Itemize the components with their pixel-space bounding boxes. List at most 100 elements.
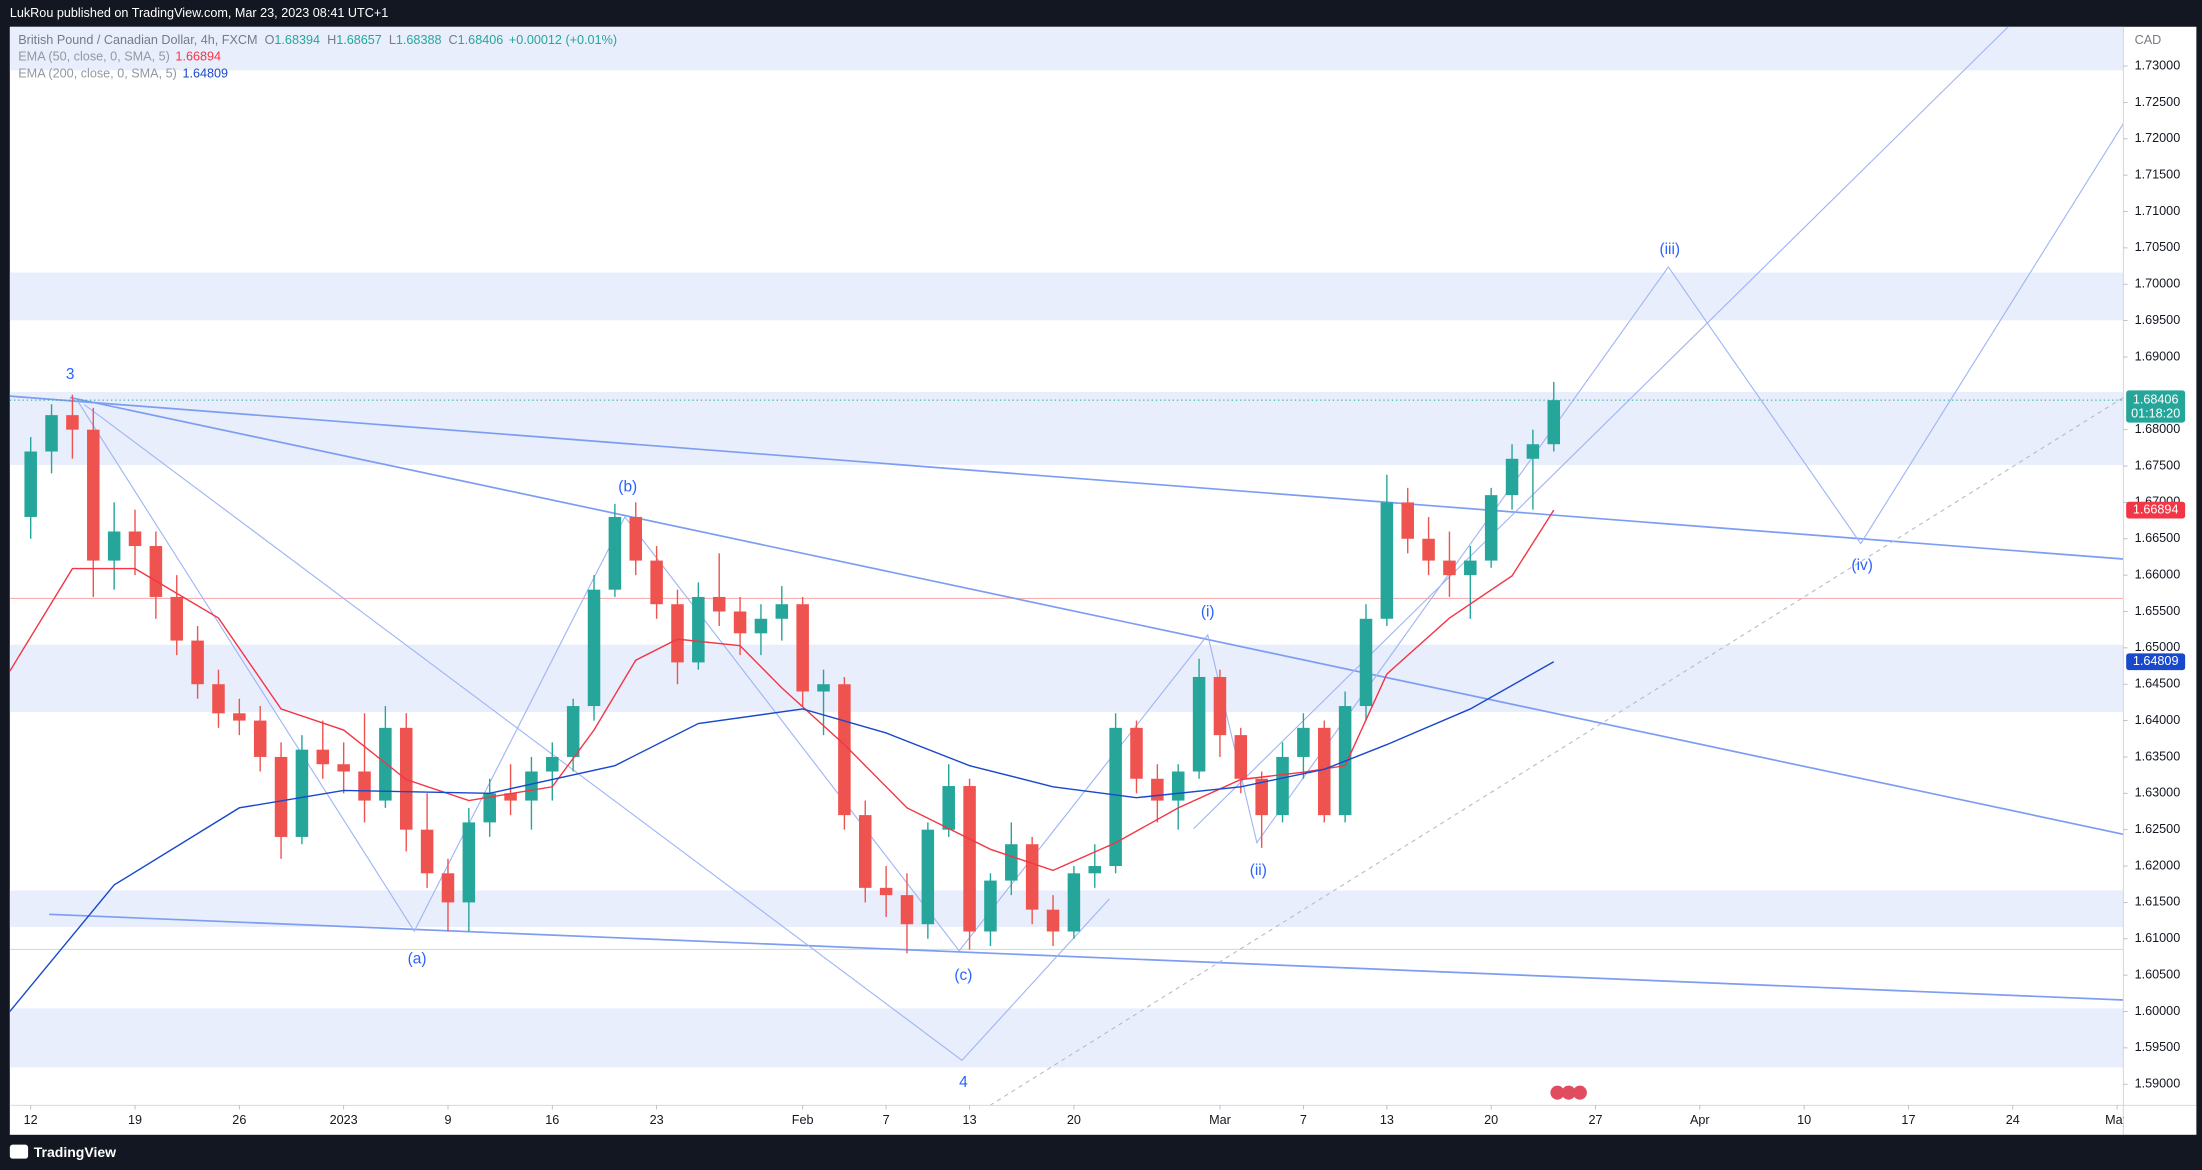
candle-body [128, 531, 142, 547]
legend-symbol: British Pound / Canadian Dollar, 4h, FXC… [18, 33, 617, 47]
indicator-line [9, 661, 1555, 1012]
candle-body [650, 560, 663, 605]
indicator-name: EMA (50, close, 0, SMA, 5) [18, 50, 170, 64]
indicator-label: 1.66894 [2133, 502, 2179, 516]
candle-body [1526, 444, 1540, 459]
legend-indicator: EMA (200, close, 0, SMA, 5) 1.64809 [18, 67, 228, 81]
candle-body [462, 822, 476, 903]
zone [9, 1008, 2124, 1068]
y-tick-label: 1.65500 [2135, 604, 2181, 618]
candle-body [1151, 778, 1164, 801]
candle-body [337, 764, 350, 772]
indicator-label: 1.64809 [2133, 654, 2179, 668]
candle-body [24, 451, 37, 517]
wave-path [83, 404, 1110, 1062]
x-tick-label: 7 [1300, 1113, 1307, 1127]
y-tick-label: 1.59000 [2135, 1077, 2181, 1091]
candle-body [1380, 502, 1394, 619]
quote-value: 1.68657 [336, 33, 382, 47]
y-tick-label: 1.67500 [2135, 458, 2181, 472]
zone [9, 272, 2124, 321]
quote-value: 1.68406 [458, 33, 504, 47]
wave-label: (i) [1201, 603, 1215, 620]
wave-label: (a) [408, 950, 427, 967]
candle-body [921, 829, 935, 925]
wave-label: (c) [954, 967, 972, 984]
indicator-value: 1.64809 [182, 67, 228, 81]
candle-body [1359, 618, 1373, 707]
panel-background [9, 26, 2197, 1135]
y-tick-label: 1.59500 [2135, 1040, 2181, 1054]
candle-body [1297, 727, 1310, 757]
candle-body [546, 756, 559, 772]
legend-indicator: EMA (50, close, 0, SMA, 5) 1.66894 [18, 50, 221, 64]
y-tick-label: 1.69500 [2135, 313, 2181, 327]
trend-line [70, 396, 2124, 836]
candle-body [274, 756, 288, 837]
candle-body [775, 604, 789, 619]
candle-body [483, 793, 496, 823]
candle-body [316, 749, 330, 765]
quote-label: O [265, 33, 275, 47]
candle-body [796, 604, 809, 692]
quote-label: L [389, 33, 396, 47]
price-label-box [2126, 390, 2186, 423]
candle-body [1505, 458, 1519, 496]
y-tick-label: 1.63000 [2135, 786, 2181, 800]
wave-label: (ii) [1250, 862, 1267, 879]
y-tick-label: 1.70500 [2135, 240, 2181, 254]
candle-body [942, 786, 955, 830]
y-tick-label: 1.63500 [2135, 749, 2181, 763]
candle-body [1318, 727, 1331, 816]
y-tick-label: 1.68000 [2135, 422, 2181, 436]
currency: CAD [2135, 33, 2162, 47]
y-tick-label: 1.66000 [2135, 567, 2181, 581]
candle-body [525, 771, 538, 801]
candle-body [1088, 866, 1102, 874]
candle-body [149, 546, 163, 597]
event-icons [1550, 1085, 1587, 1100]
candle-body [45, 415, 58, 452]
y-tick-label: 1.62500 [2135, 822, 2181, 836]
quote: O1.68394 H1.68657 L1.68388 C1.68406 [265, 33, 504, 47]
candle-body [692, 596, 705, 663]
candle-body [1192, 676, 1206, 772]
x-tick-label: 13 [963, 1113, 977, 1127]
x-tick-label: 2023 [330, 1113, 358, 1127]
drawings [9, 26, 2124, 1106]
y-tick-label: 1.69000 [2135, 349, 2181, 363]
y-tick-label: 1.64000 [2135, 713, 2181, 727]
candle-body [587, 589, 601, 707]
x-tick-label: 9 [444, 1113, 451, 1127]
candle-body [963, 786, 976, 932]
zone [9, 890, 2124, 927]
y-tick-label: 1.61000 [2135, 931, 2181, 945]
candle-body [900, 895, 914, 925]
event-icon [1561, 1085, 1576, 1100]
price-label: 1.68406 [2133, 392, 2179, 406]
zone [9, 644, 2124, 713]
candle-body [1046, 909, 1060, 932]
indicator-value: 1.66894 [175, 50, 221, 64]
x-tick-label: 24 [2006, 1113, 2020, 1127]
candle-body [1401, 502, 1414, 539]
y-tick-label: 1.65000 [2135, 640, 2181, 654]
event-icon [1550, 1085, 1565, 1100]
symbol-title: British Pound / Canadian Dollar, 4h, FXC… [18, 33, 257, 47]
y-tick-label: 1.62000 [2135, 858, 2181, 872]
trend-line [9, 395, 2124, 560]
y-tick-label: 1.73000 [2135, 58, 2181, 72]
candle-body [754, 618, 768, 634]
x-tick-label: 16 [545, 1113, 559, 1127]
zone [9, 26, 2124, 71]
candle-body [1005, 844, 1018, 881]
wave-labels: 3 (b) (a) (c) 4 (i) (ii) (iii) (iv) [66, 241, 1873, 1091]
indicator-label-box [2126, 653, 2186, 671]
candle-body [295, 749, 309, 837]
y-tick-label: 1.71500 [2135, 167, 2181, 181]
candle-body [838, 684, 851, 816]
x-tick-label: 12 [24, 1113, 38, 1127]
candle-body [1276, 756, 1289, 816]
